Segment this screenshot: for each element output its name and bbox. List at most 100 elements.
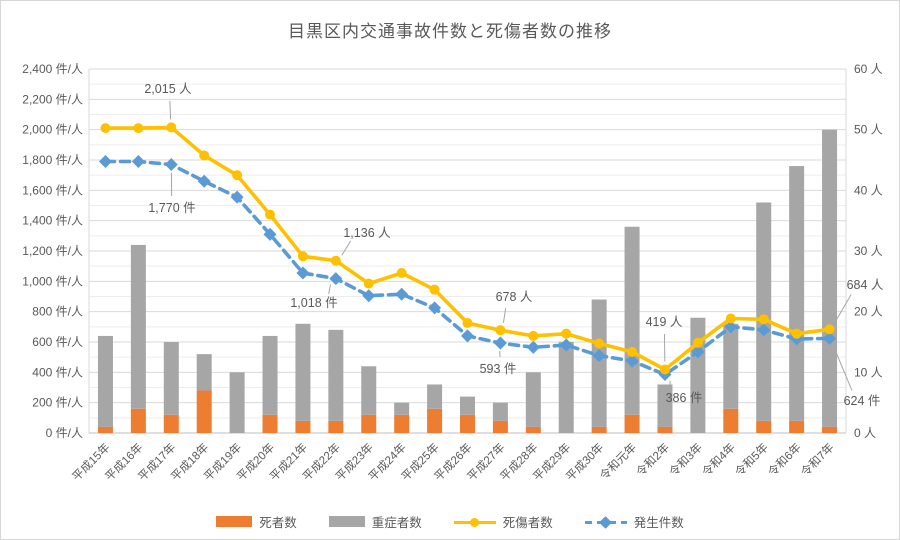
right-axis-tick-label: 60 人 <box>854 62 883 76</box>
chart-legend: 死者数 重症者数 死傷者数 発生件数 <box>1 512 899 531</box>
bar-serious-injuries <box>690 317 706 433</box>
casualties-marker <box>199 150 210 161</box>
bar-serious-injuries <box>624 226 640 415</box>
bar-serious-injuries <box>492 402 508 421</box>
left-axis-tick-label: 2,000 件/人 <box>22 123 83 137</box>
left-axis-tick-label: 600 件/人 <box>32 335 83 349</box>
legend-label: 発生件数 <box>633 516 684 530</box>
annotation-leader-line <box>832 345 853 391</box>
bar-deaths <box>657 426 673 433</box>
bar-serious-injuries <box>558 342 574 433</box>
bar-serious-injuries <box>525 372 541 427</box>
bar-deaths <box>295 420 311 433</box>
incidents-marker <box>296 266 310 280</box>
data-label-annotation: 678 人 <box>496 290 533 304</box>
bar-serious-injuries <box>130 244 146 409</box>
legend-line-swatch <box>453 516 496 528</box>
bar-serious-injuries <box>723 323 739 409</box>
bar-serious-injuries <box>591 299 607 427</box>
left-axis-tick-label: 1,400 件/人 <box>22 214 83 228</box>
incidents-line <box>103 159 832 377</box>
bar-serious-injuries <box>295 323 311 421</box>
right-axis-tick-label: 50 人 <box>854 123 883 137</box>
incidents-marker <box>823 331 837 345</box>
legend-item-3: 死傷者数 <box>453 512 553 531</box>
right-axis-tick-label: 40 人 <box>854 183 883 197</box>
casualties-marker <box>396 267 407 278</box>
bar-deaths <box>394 414 410 433</box>
bar-deaths <box>262 414 278 433</box>
annotation-leader-line <box>502 308 507 323</box>
right-axis-tick-label: 20 人 <box>854 305 883 319</box>
bar-serious-injuries <box>657 384 673 427</box>
incidents-marker <box>493 336 507 350</box>
bar-deaths <box>361 414 377 433</box>
incidents-marker <box>329 272 343 286</box>
casualties-marker <box>758 314 769 325</box>
left-axis-tick-label: 1,200 件/人 <box>22 244 83 258</box>
right-axis-tick-label: 10 人 <box>854 365 883 379</box>
bar-serious-injuries <box>196 354 212 391</box>
casualties-marker <box>297 251 308 262</box>
incidents-marker <box>724 320 738 334</box>
legend-dashed-line-swatch <box>584 515 627 529</box>
x-axis-category-label: 令和4年 <box>699 440 738 479</box>
left-axis-tick-label: 1,000 件/人 <box>22 274 83 288</box>
casualties-marker <box>594 338 605 349</box>
casualties-marker <box>725 313 736 324</box>
bar-deaths <box>723 408 739 433</box>
incidents-marker <box>98 155 112 169</box>
bar-deaths <box>822 426 838 433</box>
x-axis-category-label: 令和3年 <box>666 440 705 479</box>
left-axis-tick-label: 400 件/人 <box>32 365 83 379</box>
casualties-marker <box>659 364 670 375</box>
incidents-marker <box>164 158 178 172</box>
casualties-marker <box>166 122 177 133</box>
legend-bar-swatch <box>328 516 365 527</box>
bar-deaths <box>427 408 443 433</box>
legend-label: 死者数 <box>259 516 297 530</box>
left-axis-tick-label: 2,200 件/人 <box>22 92 83 106</box>
bar-deaths <box>130 408 146 433</box>
casualties-marker <box>265 209 276 220</box>
legend-label: 重症者数 <box>371 516 422 530</box>
casualties-marker <box>528 330 539 341</box>
legend-bar-swatch <box>216 516 253 527</box>
data-label-annotation: 386 件 <box>666 391 703 405</box>
data-label-annotation: 1,770 件 <box>148 201 195 215</box>
bar-serious-injuries <box>328 329 344 421</box>
bar-serious-injuries <box>427 384 443 409</box>
casualties-marker <box>232 170 243 181</box>
casualties-marker <box>692 337 703 348</box>
bar-deaths <box>789 420 805 433</box>
bar-serious-injuries <box>460 396 475 415</box>
data-label-annotation: 419 人 <box>646 315 683 329</box>
bar-deaths <box>97 426 113 433</box>
bar-deaths <box>196 390 212 433</box>
bar-deaths <box>525 426 541 433</box>
x-axis-category-label: 令和5年 <box>732 440 771 479</box>
incidents-marker <box>559 338 573 352</box>
left-axis-tick-label: 0 件/人 <box>46 426 83 440</box>
left-axis-tick-label: 2,400 件/人 <box>22 62 83 76</box>
bar-deaths <box>492 420 508 433</box>
data-label-annotation: 1,136 人 <box>343 226 391 240</box>
chart-title: 目黒区内交通事故件数と死傷者数の推移 <box>288 22 612 41</box>
left-axis-tick-label: 800 件/人 <box>32 305 83 319</box>
left-axis-tick-label: 1,600 件/人 <box>22 183 83 197</box>
incidents-marker <box>362 289 376 303</box>
annotation-leader-line <box>341 240 351 256</box>
x-axis-category-label: 令和元年 <box>597 440 639 482</box>
legend-label: 死傷者数 <box>502 516 553 530</box>
incidents-marker <box>428 301 442 315</box>
casualties-marker <box>100 123 111 134</box>
casualties-marker <box>495 325 506 336</box>
incidents-marker <box>197 174 211 188</box>
left-axis-tick-label: 200 件/人 <box>32 396 83 410</box>
casualties-marker <box>791 328 802 339</box>
casualties-marker <box>330 255 341 266</box>
incidents-marker <box>263 227 277 241</box>
left-axis-tick-label: 1,800 件/人 <box>22 153 83 167</box>
bar-deaths <box>460 414 475 433</box>
